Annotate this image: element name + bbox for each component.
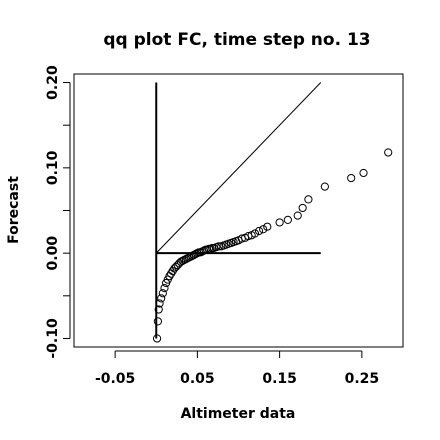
data-point	[263, 222, 272, 231]
data-point	[154, 305, 163, 314]
data-point	[152, 334, 162, 343]
x-tick-label: -0.05	[95, 371, 135, 387]
data-point	[320, 182, 329, 191]
data-point	[153, 317, 162, 326]
data-point	[283, 215, 292, 224]
data-point	[254, 226, 264, 236]
y-tick-label: 0.20	[45, 65, 61, 100]
data-point	[347, 173, 356, 183]
data-point	[359, 168, 368, 178]
data-point	[166, 269, 176, 278]
data-point	[155, 299, 164, 308]
identity-line	[155, 82, 322, 254]
data-point	[384, 148, 393, 157]
x-tick-label: 0.05	[180, 371, 215, 387]
data-point	[157, 294, 166, 303]
data-point	[259, 225, 268, 234]
x-axis-title: Altimeter data	[181, 406, 296, 422]
y-tick-label: -0.10	[45, 318, 61, 359]
y-axis: -0.10 0.00 0.10 0.20	[45, 65, 71, 359]
x-tick-label: 0.25	[345, 371, 380, 387]
data-point	[250, 229, 260, 238]
data-point	[298, 203, 307, 213]
data-point	[214, 242, 223, 251]
reference-lines	[155, 82, 322, 339]
y-axis-title: Forecast	[6, 176, 22, 244]
data-point	[304, 195, 313, 204]
data-point	[293, 211, 302, 220]
chart-title: qq plot FC, time step no. 13	[103, 30, 370, 50]
data-points	[152, 148, 393, 343]
data-point	[275, 218, 284, 227]
plot-frame	[73, 73, 404, 348]
data-point	[206, 244, 215, 253]
y-tick-label: 0.00	[45, 236, 61, 271]
data-point	[158, 289, 167, 298]
x-axis: -0.05 0.05 0.15 0.25	[95, 350, 380, 387]
data-point	[160, 284, 169, 293]
x-tick-label: 0.15	[262, 371, 297, 387]
y-tick-label: 0.10	[45, 150, 61, 185]
